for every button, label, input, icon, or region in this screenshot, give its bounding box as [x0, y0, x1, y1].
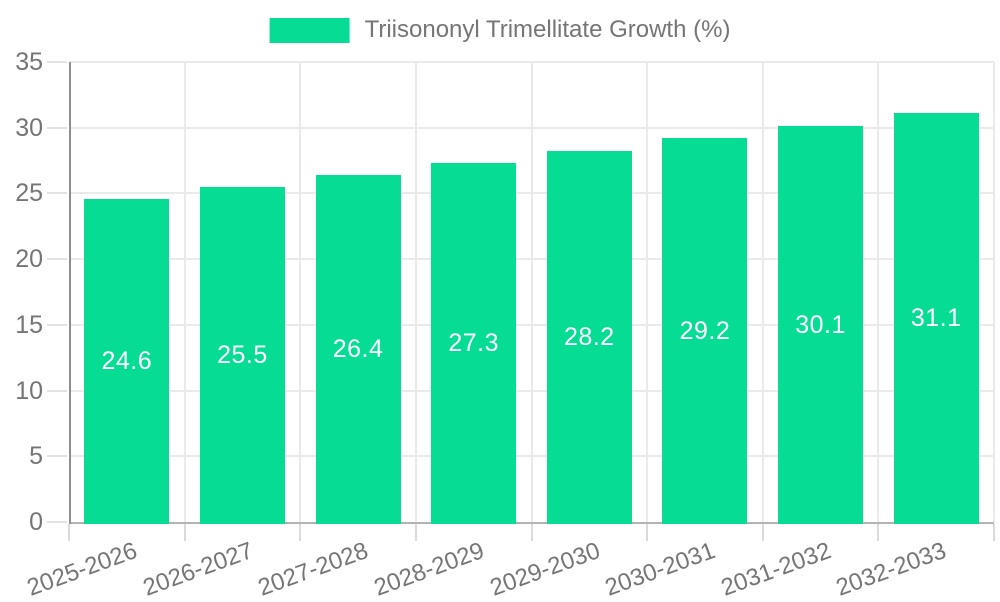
- y-axis-line: [69, 62, 71, 524]
- legend-swatch-icon: [269, 17, 350, 43]
- x-axis-label: 2028-2029: [370, 537, 488, 602]
- y-axis-tick: [47, 521, 67, 523]
- x-axis-tick: [993, 524, 995, 541]
- x-axis-tick: [414, 524, 417, 541]
- gridline-vertical: [761, 62, 764, 522]
- plot-area: 0 5 10 15 20 25 30 35 24.6 25.5 26.4 27.3 28.2 29.2 30…: [15, 48, 995, 602]
- bar-value-label: 30.1: [795, 310, 846, 339]
- bar[interactable]: 29.2: [662, 138, 748, 524]
- bar-value-label: 27.3: [448, 329, 500, 358]
- x-axis-tick: [646, 524, 649, 541]
- bar-value-label: 24.6: [101, 346, 153, 375]
- gridline-vertical: [993, 62, 995, 522]
- y-axis-tick: [47, 258, 67, 261]
- y-axis-label: 5: [29, 442, 43, 471]
- gridline-vertical: [299, 62, 302, 522]
- y-axis-label: 20: [15, 245, 43, 274]
- x-axis-tick: [299, 524, 302, 541]
- x-axis-tick: [761, 524, 764, 541]
- y-axis-tick: [47, 61, 67, 63]
- x-axis-label: 2027-2028: [254, 537, 372, 602]
- x-axis-label: 2031-2032: [717, 537, 835, 602]
- bar[interactable]: 30.1: [778, 126, 864, 524]
- x-axis-label: 2030-2031: [601, 537, 719, 602]
- bar-value-label: 26.4: [332, 335, 384, 364]
- x-axis-label: 2025-2026: [23, 537, 141, 602]
- legend-label: Triisononyl Trimellitate Growth (%): [364, 16, 731, 43]
- gridline-vertical: [414, 62, 417, 522]
- y-axis-label: 15: [15, 310, 43, 339]
- y-axis-label: 35: [15, 48, 43, 76]
- x-axis-tick: [183, 524, 186, 541]
- bar[interactable]: 26.4: [315, 175, 401, 524]
- y-axis-label: 0: [29, 508, 43, 536]
- bar-value-label: 28.2: [563, 323, 615, 352]
- bar-value-label: 31.1: [910, 304, 962, 333]
- x-axis-label: 2029-2030: [486, 537, 604, 602]
- x-axis-label: 2026-2027: [139, 537, 257, 602]
- bar[interactable]: 27.3: [431, 163, 517, 524]
- y-axis-tick: [47, 192, 67, 195]
- x-axis-tick: [877, 524, 880, 541]
- gridline-vertical: [183, 62, 186, 522]
- y-axis-tick: [47, 323, 67, 326]
- bar-value-label: 29.2: [679, 316, 731, 345]
- x-axis-line: [69, 522, 994, 524]
- bar[interactable]: 25.5: [199, 186, 285, 524]
- bar[interactable]: 31.1: [893, 113, 979, 524]
- y-axis-label: 10: [15, 376, 43, 405]
- x-axis-label: 2032-2033: [832, 537, 951, 602]
- gridline-vertical: [646, 62, 649, 522]
- gridline-vertical: [530, 62, 533, 522]
- x-axis-tick: [68, 524, 70, 541]
- bar-value-label: 25.5: [217, 340, 268, 369]
- y-axis-label: 30: [15, 113, 43, 142]
- y-axis-tick: [47, 126, 67, 129]
- gridline-vertical: [877, 62, 880, 522]
- bar[interactable]: 28.2: [546, 151, 632, 524]
- y-axis-tick: [47, 389, 67, 392]
- y-axis-label: 25: [15, 179, 43, 208]
- bar[interactable]: 24.6: [84, 198, 170, 524]
- x-axis-tick: [530, 524, 533, 541]
- y-axis-tick: [47, 455, 67, 458]
- legend[interactable]: Triisononyl Trimellitate Growth (%): [269, 15, 731, 45]
